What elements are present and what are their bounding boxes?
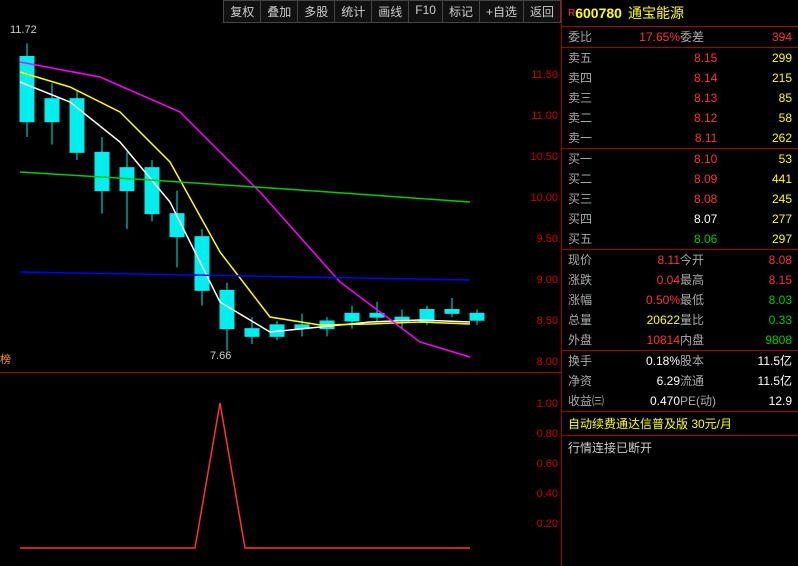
y-axis-label: 10.00 [530, 192, 558, 204]
connection-status: 行情连接已断开 [562, 436, 798, 459]
sub-y-label: 0.80 [537, 428, 558, 440]
sub-y-label: 0.20 [537, 518, 558, 530]
order-row[interactable]: 买二8.09441 [562, 169, 798, 189]
order-row[interactable]: 卖五8.15299 [562, 48, 798, 68]
toolbar-标记[interactable]: 标记 [442, 1, 479, 22]
sub-y-label: 1.00 [537, 398, 558, 410]
toolbar-叠加[interactable]: 叠加 [260, 1, 297, 22]
order-row[interactable]: 卖二8.1258 [562, 108, 798, 128]
r-badge: R [568, 8, 575, 19]
kline-chart[interactable]: 11.50 11.00 10.50 10.00 9.50 9.00 8.50 8.00 11.… [0, 22, 562, 367]
sub-y-label: 0.60 [537, 458, 558, 470]
stat-row: 涨跌0.04最高8.15 [562, 270, 798, 290]
low-label: 7.66 [210, 350, 231, 362]
order-row[interactable]: 买五8.06297 [562, 229, 798, 249]
stat-row: 净资6.29流通11.5亿 [562, 371, 798, 391]
chart-area: 复权叠加多股统计画线F10标记+自选返回 11.50 11.00 10.50 10.0… [0, 0, 562, 566]
order-row[interactable]: 买一8.1053 [562, 149, 798, 169]
toolbar-返回[interactable]: 返回 [523, 1, 560, 22]
sub-chart[interactable]: 1.00 0.80 0.60 0.40 0.20 [0, 372, 562, 552]
order-row[interactable]: 卖四8.14215 [562, 68, 798, 88]
quote-panel: R 600780 通宝能源 委比 17.65% 委差 394 卖五8.15299… [562, 0, 798, 566]
y-axis-label: 8.50 [537, 315, 558, 327]
high-label: 11.72 [10, 24, 37, 36]
order-row[interactable]: 卖一8.11262 [562, 128, 798, 148]
promo-text[interactable]: 自动续费通达信普及版 30元/月 [562, 412, 798, 436]
toolbar: 复权叠加多股统计画线F10标记+自选返回 [223, 0, 561, 23]
order-row[interactable]: 卖三8.1385 [562, 88, 798, 108]
stat-row: 总量20622量比0.33 [562, 310, 798, 330]
y-axis-label: 9.00 [537, 274, 558, 286]
toolbar-复权[interactable]: 复权 [224, 1, 260, 22]
stat-row: 外盘10814内盘9808 [562, 330, 798, 350]
y-axis-label: 11.00 [531, 110, 558, 122]
stat-row: 涨幅0.50%最低8.03 [562, 290, 798, 310]
y-axis-label: 10.50 [530, 151, 558, 163]
y-axis-label: 8.00 [537, 356, 558, 368]
toolbar-统计[interactable]: 统计 [334, 1, 371, 22]
rank-badge: 榜 [0, 351, 11, 367]
stat-row: 收益㈢0.470PE(动)12.9 [562, 391, 798, 411]
weibi-row: 委比 17.65% 委差 394 [562, 27, 798, 48]
y-axis-label: 11.50 [531, 69, 558, 81]
toolbar-+自选[interactable]: +自选 [479, 1, 523, 22]
stat-row: 换手0.18%股本11.5亿 [562, 351, 798, 371]
order-row[interactable]: 买四8.07277 [562, 209, 798, 229]
stock-name: 通宝能源 [628, 3, 684, 23]
y-axis-label: 9.50 [537, 233, 558, 245]
toolbar-画线[interactable]: 画线 [371, 1, 408, 22]
stat-row: 现价8.11今开8.08 [562, 250, 798, 270]
stock-code[interactable]: 600780 [575, 5, 622, 21]
toolbar-多股[interactable]: 多股 [297, 1, 334, 22]
order-row[interactable]: 买三8.08245 [562, 189, 798, 209]
sub-y-label: 0.40 [537, 488, 558, 500]
stock-header: R 600780 通宝能源 [562, 0, 798, 27]
toolbar-F10[interactable]: F10 [408, 1, 442, 22]
